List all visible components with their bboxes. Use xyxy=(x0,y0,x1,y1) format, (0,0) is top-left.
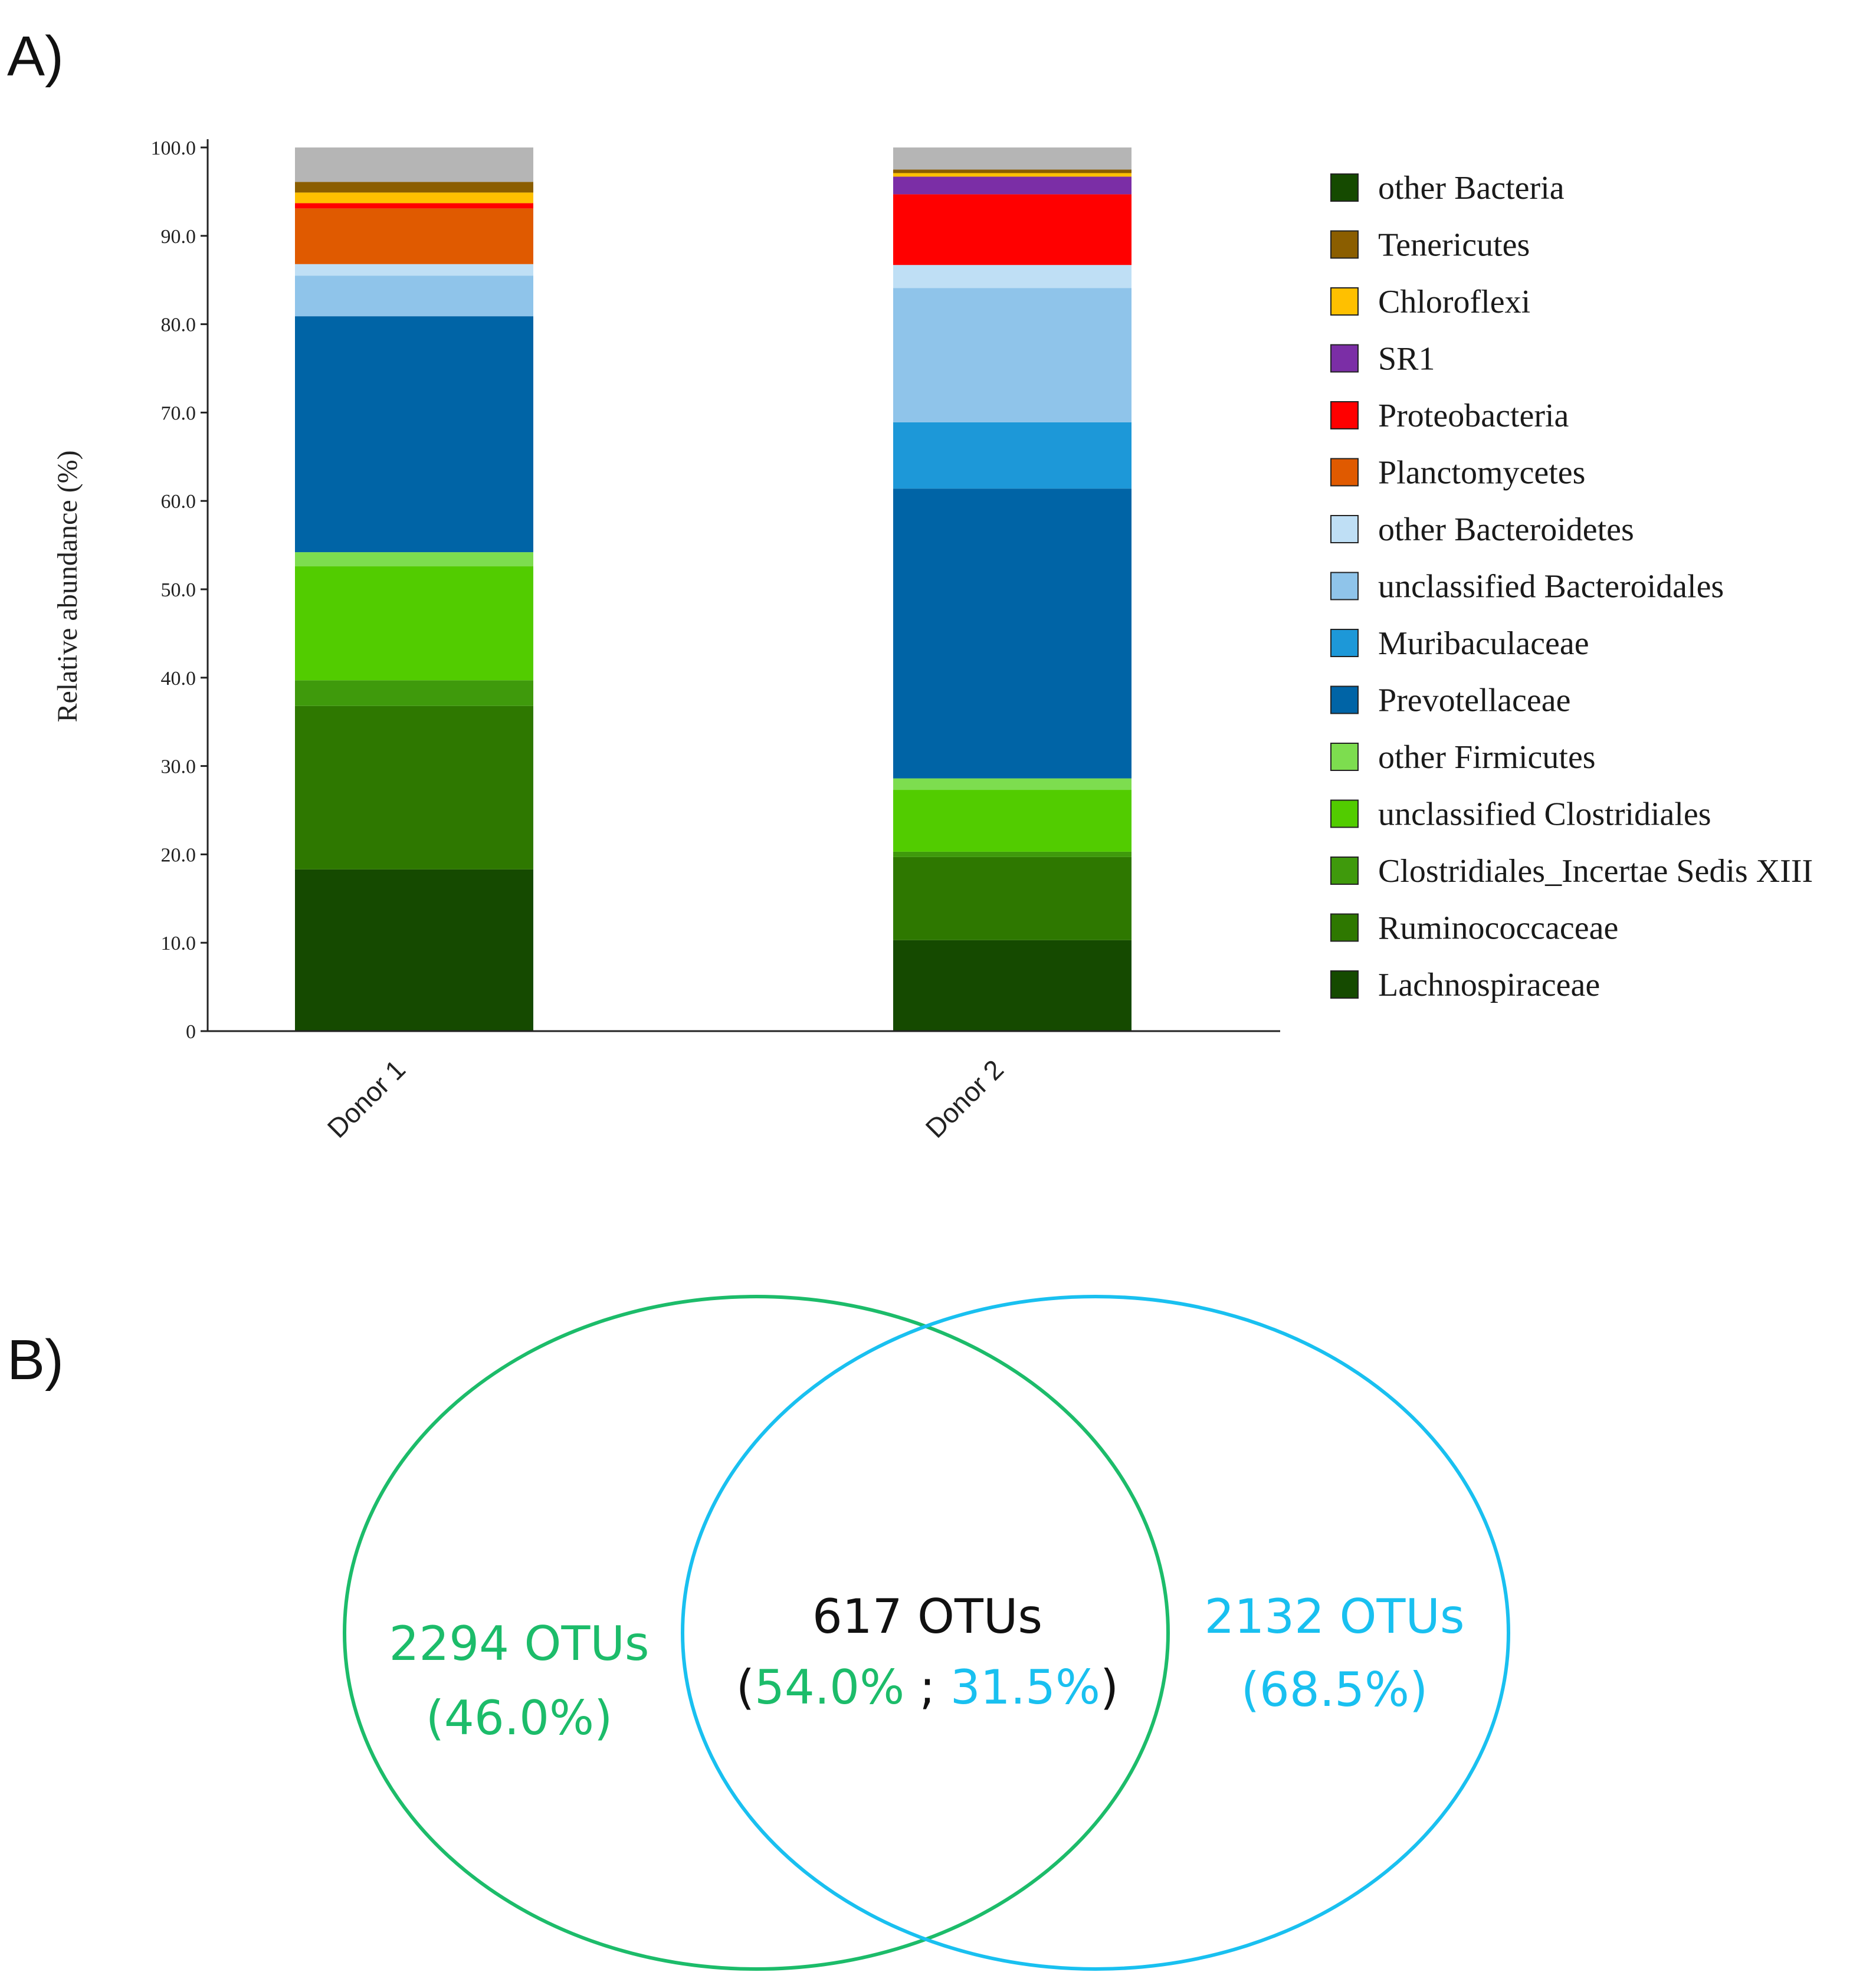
legend-label: Muribaculaceae xyxy=(1378,625,1589,662)
legend-swatch xyxy=(1330,685,1359,714)
x-category-label: Donor 1 xyxy=(322,1054,411,1143)
legend-label: other Firmicutes xyxy=(1378,739,1596,776)
venn-open-paren: ( xyxy=(736,1660,755,1715)
bar-segment-donor-2-prevotellaceae xyxy=(893,488,1131,779)
legend-swatch xyxy=(1330,857,1359,885)
legend-label: Lachnospiraceae xyxy=(1378,967,1600,1003)
stacked-bar-chart: 0 10.0 20.0 30.0 40.0 50.0 60.0 70.0 80.0 90.0 100… xyxy=(52,137,1813,1144)
y-tick-label: 50.0 xyxy=(161,579,196,601)
bar-segment-donor-2-muribaculaceae xyxy=(893,422,1131,489)
legend-swatch xyxy=(1330,173,1359,202)
legend-label: SR1 xyxy=(1378,341,1435,378)
venn-a-count: 2294 OTUs xyxy=(389,1616,649,1671)
bar-segment-donor-2-other-firmicutes xyxy=(893,778,1131,790)
legend-swatch xyxy=(1330,629,1359,657)
y-tick-label: 90.0 xyxy=(161,226,196,248)
legend-label: Proteobacteria xyxy=(1378,398,1569,434)
panel-a-label: A) xyxy=(7,25,64,88)
bar-segment-donor-1-other-firmicutes xyxy=(295,552,533,567)
legend-swatch xyxy=(1330,401,1359,429)
axes-group xyxy=(206,139,1280,1032)
legend-label: Ruminococcaceae xyxy=(1378,910,1618,947)
legend-swatch xyxy=(1330,913,1359,942)
bar-segment-donor-1-unclassified-clostridiales xyxy=(295,566,533,681)
bars-group xyxy=(295,147,1131,1031)
legend-label: Prevotellaceae xyxy=(1378,682,1570,719)
bar-segment-donor-2-clostridiales-incertae-sedis-xiii xyxy=(893,851,1131,857)
venn-intersection-count: 617 OTUs xyxy=(812,1589,1042,1644)
bar-segment-donor-2-unclassified-clostridiales xyxy=(893,790,1131,852)
bar-segment-donor-1-prevotellaceae xyxy=(295,316,533,553)
panel-b-label: B) xyxy=(7,1328,64,1392)
bar-segment-donor-1-unclassified-bacteroidales xyxy=(295,275,533,317)
bar-segment-donor-1-ruminococcaceae xyxy=(295,705,533,869)
y-tick-label: 0 xyxy=(186,1021,196,1043)
venn-b-percent: (68.5%) xyxy=(1241,1662,1428,1717)
venn-circle-donor-1 xyxy=(343,1295,1170,1971)
y-tick-label: 10.0 xyxy=(161,933,196,954)
venn-close-paren: ) xyxy=(1100,1660,1119,1715)
legend-swatch xyxy=(1330,230,1359,259)
y-tick-label: 100.0 xyxy=(151,137,196,159)
legend-swatch xyxy=(1330,572,1359,600)
y-tick-label: 70.0 xyxy=(161,402,196,424)
legend-label: other Bacteroidetes xyxy=(1378,511,1634,548)
y-tick-label: 80.0 xyxy=(161,314,196,336)
bar-segment-donor-1-other-bacteroidetes xyxy=(295,264,533,276)
venn-diagram: 2294 OTUs (46.0%) 617 OTUs (54.0% ; 31.5… xyxy=(343,1295,1510,1971)
bar-segment-donor-2-other-bacteroidetes xyxy=(893,265,1131,288)
legend-label: Clostridiales_Incertae Sedis XIII xyxy=(1378,853,1813,890)
y-ticks: 0 10.0 20.0 30.0 40.0 50.0 60.0 70.0 80.0 90.0 100… xyxy=(151,137,208,1043)
bar-segment-donor-2-other-bacteria xyxy=(893,147,1131,170)
legend-swatch xyxy=(1330,515,1359,543)
bar-segment-donor-2-unclassified-bacteroidales xyxy=(893,288,1131,422)
bar-segment-donor-1-tenericutes xyxy=(295,182,533,193)
bar-segment-donor-2-lachnospiraceae xyxy=(893,940,1131,1031)
y-tick-label: 40.0 xyxy=(161,668,196,690)
y-tick-label: 60.0 xyxy=(161,491,196,513)
bar-segment-donor-1-planctomycetes xyxy=(295,208,533,264)
bar-segment-donor-2-proteobacteria xyxy=(893,194,1131,265)
legend: other Bacteria Tenericutes Chloroflexi SR1 P… xyxy=(1330,170,1813,1003)
y-tick-label: 20.0 xyxy=(161,844,196,866)
venn-b-count: 2132 OTUs xyxy=(1204,1589,1464,1644)
x-categories: Donor 1 Donor 2 xyxy=(322,1054,1009,1143)
legend-label: unclassified Clostridiales xyxy=(1378,796,1711,833)
bar-segment-donor-1-other-bacteria xyxy=(295,147,533,182)
legend-swatch xyxy=(1330,287,1359,316)
legend-swatch xyxy=(1330,970,1359,999)
y-tick-label: 30.0 xyxy=(161,756,196,778)
venn-separator: ; xyxy=(904,1660,950,1715)
bar-segment-donor-2-tenericutes xyxy=(893,169,1131,173)
bar-segment-donor-1-clostridiales-incertae-sedis-xiii xyxy=(295,680,533,706)
bar-segment-donor-1-chloroflexi xyxy=(295,192,533,204)
legend-label: unclassified Bacteroidales xyxy=(1378,569,1724,605)
x-category-label: Donor 2 xyxy=(920,1054,1009,1143)
legend-label: other Bacteria xyxy=(1378,170,1565,206)
legend-swatch xyxy=(1330,344,1359,373)
bar-segment-donor-1-lachnospiraceae xyxy=(295,869,533,1031)
legend-label: Tenericutes xyxy=(1378,227,1530,264)
legend-swatch xyxy=(1330,799,1359,828)
venn-intersection-pct-a: 54.0% xyxy=(755,1660,904,1715)
bar-segment-donor-1-proteobacteria xyxy=(295,203,533,209)
bar-segment-donor-2-ruminococcaceae xyxy=(893,857,1131,940)
bar-segment-donor-2-sr1 xyxy=(893,176,1131,195)
legend-label: Chloroflexi xyxy=(1378,284,1530,320)
bar-segment-donor-2-chloroflexi xyxy=(893,173,1131,177)
venn-a-percent: (46.0%) xyxy=(426,1691,613,1745)
y-axis-title: Relative abundance (%) xyxy=(52,450,83,722)
legend-label: Planctomycetes xyxy=(1378,455,1585,491)
venn-circle-donor-2 xyxy=(681,1295,1510,1971)
legend-swatch xyxy=(1330,743,1359,771)
venn-intersection-percents: (54.0% ; 31.5%) xyxy=(736,1660,1119,1715)
venn-intersection-pct-b: 31.5% xyxy=(950,1660,1100,1715)
legend-swatch xyxy=(1330,458,1359,487)
